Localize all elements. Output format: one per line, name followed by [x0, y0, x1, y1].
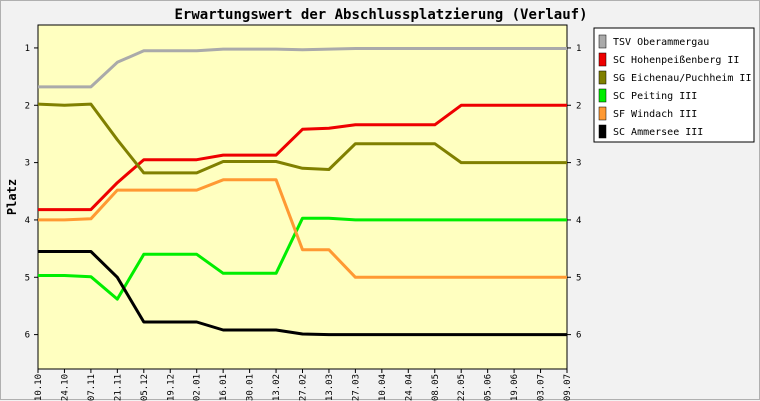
y-tick-label-left: 2 — [25, 101, 30, 111]
x-tick-label: 05.12 — [140, 374, 150, 401]
legend-swatch — [598, 88, 607, 103]
x-tick-label: 19.12 — [166, 374, 176, 401]
y-tick-label-left: 1 — [25, 44, 30, 54]
y-tick-label-left: 4 — [25, 216, 30, 226]
legend-swatch — [598, 106, 607, 121]
y-tick-label-left: 6 — [25, 331, 30, 341]
legend-label: SF Windach III — [613, 109, 697, 120]
x-tick-label: 27.03 — [351, 374, 361, 401]
series-line — [37, 102, 567, 175]
x-tick-label: 03.07 — [537, 374, 547, 401]
legend-swatch — [598, 124, 607, 139]
x-tick-label: 24.04 — [404, 374, 414, 401]
legend-label: SC Peiting III — [613, 91, 697, 102]
y-tick-label-right: 6 — [576, 331, 581, 341]
x-tick-label: 16.01 — [219, 374, 229, 401]
x-tick-label: 10.10 — [34, 374, 44, 401]
x-tick-label: 07.11 — [87, 374, 97, 401]
plot-area — [37, 24, 568, 370]
chart-title: Erwartungswert der Abschlussplatzierung … — [174, 7, 587, 23]
x-tick-label: 19.06 — [510, 374, 520, 401]
legend-label: SC Ammersee III — [613, 127, 703, 138]
x-tick-label: 30.01 — [246, 374, 256, 401]
legend-label: SC Hohenpeißenberg II — [613, 55, 739, 66]
y-tick-label-right: 4 — [576, 216, 581, 226]
y-tick-label-right: 3 — [576, 159, 581, 169]
y-axis-label: Platz — [5, 179, 19, 215]
series-line — [38, 250, 567, 337]
legend-swatch — [598, 52, 607, 67]
y-tick-label-right: 1 — [576, 44, 581, 54]
legend: TSV Oberammergau SC Hohenpeißenberg II SG … — [598, 34, 751, 139]
x-tick-label: 10.04 — [378, 374, 388, 401]
x-tick-label: 24.10 — [60, 374, 70, 401]
x-tick-label: 21.11 — [113, 374, 123, 401]
x-tick-label: 13.02 — [272, 374, 282, 401]
y-tick-label-left: 5 — [25, 273, 30, 283]
legend-label: SG Eichenau/Puchheim II — [613, 73, 751, 84]
series-line — [38, 47, 567, 89]
y-tick-label-right: 5 — [576, 273, 581, 283]
series-lines — [37, 47, 567, 337]
x-tick-label: 27.02 — [299, 374, 309, 401]
y-tick-label-right: 2 — [576, 101, 581, 111]
y-tick-label-left: 3 — [25, 159, 30, 169]
x-axis: 10.10 24.10 07.11 21.11 05.12 19.12 02.01 16.01… — [34, 369, 573, 401]
x-tick-label: 02.01 — [193, 374, 203, 401]
legend-box — [593, 27, 755, 143]
x-tick-label: 09.07 — [563, 374, 573, 401]
legend-swatch — [598, 34, 607, 49]
y-axis: 1 1 2 2 3 3 4 4 5 5 6 6 — [25, 44, 582, 341]
x-tick-label: 08.05 — [431, 374, 441, 401]
series-line — [38, 178, 567, 279]
x-tick-label: 13.03 — [325, 374, 335, 401]
x-tick-label: 22.05 — [457, 374, 467, 401]
legend-label: TSV Oberammergau — [613, 37, 709, 48]
x-tick-label: 05.06 — [484, 374, 494, 401]
series-line — [38, 103, 567, 212]
series-line — [38, 216, 567, 301]
legend-swatch — [598, 70, 607, 85]
